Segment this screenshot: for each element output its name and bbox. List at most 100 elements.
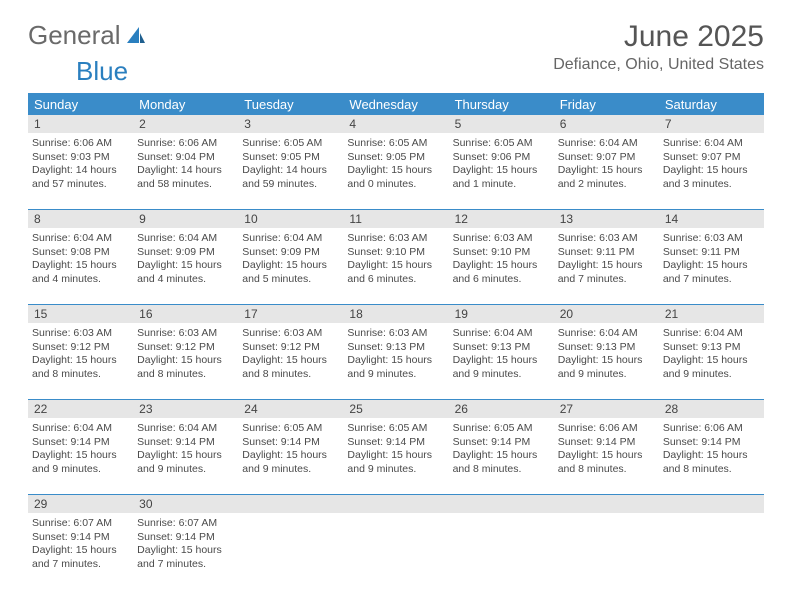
daylight-line: Daylight: 15 hours and 3 minutes. (663, 164, 760, 191)
day-number: 26 (449, 402, 554, 416)
daylight-line: Daylight: 15 hours and 8 minutes. (558, 449, 655, 476)
day-number: 2 (133, 117, 238, 131)
sunset-line: Sunset: 9:13 PM (347, 341, 444, 355)
day-cell: Sunrise: 6:05 AMSunset: 9:05 PMDaylight:… (238, 133, 343, 209)
day-content: Sunrise: 6:05 AMSunset: 9:14 PMDaylight:… (242, 420, 339, 477)
daylight-line: Daylight: 15 hours and 9 minutes. (242, 449, 339, 476)
daylight-line: Daylight: 15 hours and 9 minutes. (137, 449, 234, 476)
day-cell: Sunrise: 6:03 AMSunset: 9:10 PMDaylight:… (343, 228, 448, 304)
daylight-line: Daylight: 15 hours and 7 minutes. (137, 544, 234, 571)
sunset-line: Sunset: 9:06 PM (453, 151, 550, 165)
sunset-line: Sunset: 9:14 PM (347, 436, 444, 450)
day-cell: Sunrise: 6:03 AMSunset: 9:11 PMDaylight:… (554, 228, 659, 304)
daylight-line: Daylight: 15 hours and 8 minutes. (453, 449, 550, 476)
daylight-line: Daylight: 15 hours and 6 minutes. (453, 259, 550, 286)
day-number: 23 (133, 402, 238, 416)
day-content: Sunrise: 6:04 AMSunset: 9:09 PMDaylight:… (242, 230, 339, 287)
day-content: Sunrise: 6:05 AMSunset: 9:14 PMDaylight:… (453, 420, 550, 477)
sunset-line: Sunset: 9:12 PM (137, 341, 234, 355)
day-cell: Sunrise: 6:03 AMSunset: 9:12 PMDaylight:… (28, 323, 133, 399)
weekday-sunday: Sunday (28, 97, 133, 112)
day-content: Sunrise: 6:04 AMSunset: 9:13 PMDaylight:… (558, 325, 655, 382)
sunrise-line: Sunrise: 6:04 AM (137, 232, 234, 246)
sunset-line: Sunset: 9:10 PM (453, 246, 550, 260)
day-content: Sunrise: 6:04 AMSunset: 9:14 PMDaylight:… (137, 420, 234, 477)
daylight-line: Daylight: 15 hours and 9 minutes. (453, 354, 550, 381)
day-cell: Sunrise: 6:04 AMSunset: 9:07 PMDaylight:… (554, 133, 659, 209)
day-content: Sunrise: 6:05 AMSunset: 9:05 PMDaylight:… (347, 135, 444, 192)
day-content: Sunrise: 6:03 AMSunset: 9:12 PMDaylight:… (32, 325, 129, 382)
day-cell: Sunrise: 6:05 AMSunset: 9:14 PMDaylight:… (238, 418, 343, 494)
day-number: 8 (28, 212, 133, 226)
sunset-line: Sunset: 9:03 PM (32, 151, 129, 165)
day-number: 4 (343, 117, 448, 131)
day-content: Sunrise: 6:06 AMSunset: 9:03 PMDaylight:… (32, 135, 129, 192)
sunset-line: Sunset: 9:08 PM (32, 246, 129, 260)
logo-text-blue-wrapper: Blue (28, 56, 764, 87)
sunrise-line: Sunrise: 6:03 AM (663, 232, 760, 246)
logo: General (28, 20, 151, 51)
sunset-line: Sunset: 9:14 PM (453, 436, 550, 450)
sunset-line: Sunset: 9:13 PM (663, 341, 760, 355)
month-title: June 2025 (553, 20, 764, 54)
day-number: 16 (133, 307, 238, 321)
daynum-row: 15161718192021 (28, 305, 764, 323)
daylight-line: Daylight: 15 hours and 9 minutes. (558, 354, 655, 381)
day-content: Sunrise: 6:04 AMSunset: 9:13 PMDaylight:… (453, 325, 550, 382)
day-content: Sunrise: 6:07 AMSunset: 9:14 PMDaylight:… (32, 515, 129, 572)
day-cell: Sunrise: 6:04 AMSunset: 9:13 PMDaylight:… (449, 323, 554, 399)
day-content: Sunrise: 6:03 AMSunset: 9:10 PMDaylight:… (347, 230, 444, 287)
daynum-row: 2930 (28, 495, 764, 513)
sunset-line: Sunset: 9:10 PM (347, 246, 444, 260)
daylight-line: Daylight: 14 hours and 59 minutes. (242, 164, 339, 191)
daylight-line: Daylight: 15 hours and 0 minutes. (347, 164, 444, 191)
sunrise-line: Sunrise: 6:06 AM (32, 137, 129, 151)
daynum-row: 1234567 (28, 115, 764, 133)
sunrise-line: Sunrise: 6:04 AM (32, 232, 129, 246)
day-cell: Sunrise: 6:05 AMSunset: 9:06 PMDaylight:… (449, 133, 554, 209)
day-cell: Sunrise: 6:05 AMSunset: 9:05 PMDaylight:… (343, 133, 448, 209)
day-number: 29 (28, 497, 133, 511)
day-content: Sunrise: 6:03 AMSunset: 9:11 PMDaylight:… (558, 230, 655, 287)
daylight-line: Daylight: 15 hours and 8 minutes. (32, 354, 129, 381)
day-content: Sunrise: 6:03 AMSunset: 9:10 PMDaylight:… (453, 230, 550, 287)
day-number: 20 (554, 307, 659, 321)
weekday-thursday: Thursday (449, 97, 554, 112)
sunrise-line: Sunrise: 6:04 AM (32, 422, 129, 436)
day-content: Sunrise: 6:04 AMSunset: 9:14 PMDaylight:… (32, 420, 129, 477)
sunset-line: Sunset: 9:14 PM (558, 436, 655, 450)
day-cell (554, 513, 659, 589)
sunset-line: Sunset: 9:07 PM (558, 151, 655, 165)
sunset-line: Sunset: 9:13 PM (558, 341, 655, 355)
day-number: 19 (449, 307, 554, 321)
sunset-line: Sunset: 9:09 PM (242, 246, 339, 260)
weekday-wednesday: Wednesday (343, 97, 448, 112)
sunrise-line: Sunrise: 6:04 AM (558, 137, 655, 151)
day-cell: Sunrise: 6:03 AMSunset: 9:10 PMDaylight:… (449, 228, 554, 304)
day-content: Sunrise: 6:03 AMSunset: 9:13 PMDaylight:… (347, 325, 444, 382)
sunrise-line: Sunrise: 6:07 AM (137, 517, 234, 531)
day-cell: Sunrise: 6:06 AMSunset: 9:04 PMDaylight:… (133, 133, 238, 209)
daylight-line: Daylight: 15 hours and 6 minutes. (347, 259, 444, 286)
day-number: 6 (554, 117, 659, 131)
week-row: Sunrise: 6:04 AMSunset: 9:08 PMDaylight:… (28, 228, 764, 305)
sunrise-line: Sunrise: 6:05 AM (242, 422, 339, 436)
daylight-line: Daylight: 15 hours and 4 minutes. (32, 259, 129, 286)
day-number: 28 (659, 402, 764, 416)
day-number: 17 (238, 307, 343, 321)
day-number: 3 (238, 117, 343, 131)
day-content: Sunrise: 6:03 AMSunset: 9:12 PMDaylight:… (242, 325, 339, 382)
day-content: Sunrise: 6:04 AMSunset: 9:13 PMDaylight:… (663, 325, 760, 382)
day-cell (449, 513, 554, 589)
day-cell: Sunrise: 6:04 AMSunset: 9:07 PMDaylight:… (659, 133, 764, 209)
sunrise-line: Sunrise: 6:05 AM (453, 137, 550, 151)
sunrise-line: Sunrise: 6:06 AM (558, 422, 655, 436)
day-content: Sunrise: 6:07 AMSunset: 9:14 PMDaylight:… (137, 515, 234, 572)
day-cell: Sunrise: 6:04 AMSunset: 9:08 PMDaylight:… (28, 228, 133, 304)
day-content: Sunrise: 6:06 AMSunset: 9:04 PMDaylight:… (137, 135, 234, 192)
day-number: 22 (28, 402, 133, 416)
daylight-line: Daylight: 15 hours and 2 minutes. (558, 164, 655, 191)
weekday-tuesday: Tuesday (238, 97, 343, 112)
day-content: Sunrise: 6:06 AMSunset: 9:14 PMDaylight:… (558, 420, 655, 477)
day-number: 15 (28, 307, 133, 321)
